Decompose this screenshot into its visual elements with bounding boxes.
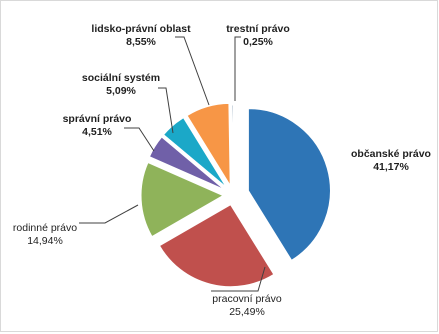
slice-value-spravni: 4,51% bbox=[82, 126, 112, 138]
pie-slice-trestni bbox=[231, 104, 234, 188]
pie-slice-pracovni bbox=[158, 204, 275, 288]
leader-line-spravni bbox=[124, 127, 155, 152]
data-label-pracovni: pracovní právo 25,49% bbox=[212, 293, 282, 318]
data-label-lidsko: lidsko-právní oblast 8,55% bbox=[91, 23, 191, 48]
data-label-trestni: trestní právo 0,25% bbox=[226, 23, 290, 48]
slice-name-obcanske: občanské právo bbox=[351, 148, 431, 160]
pie-slice-lidsko bbox=[186, 102, 231, 188]
slice-name-spravni: správní právo bbox=[63, 113, 132, 125]
leader-line-lidsko bbox=[175, 36, 210, 106]
data-label-socialni: sociální systém 5,09% bbox=[82, 72, 160, 97]
slice-value-pracovni: 25,49% bbox=[229, 306, 265, 318]
pie-slice-obcanske bbox=[247, 108, 331, 262]
data-label-obcanske: občanské právo 41,17% bbox=[351, 148, 431, 173]
slice-name-lidsko: lidsko-právní oblast bbox=[91, 23, 191, 35]
slice-value-obcanske: 41,17% bbox=[373, 161, 409, 173]
leader-line-rodinne bbox=[79, 204, 139, 224]
slice-name-trestni: trestní právo bbox=[226, 23, 290, 35]
slice-value-rodinne: 14,94% bbox=[27, 235, 63, 247]
slice-value-trestni: 0,25% bbox=[243, 36, 273, 48]
slice-value-lidsko: 8,55% bbox=[126, 36, 156, 48]
slice-name-pracovni: pracovní právo bbox=[212, 293, 282, 305]
slice-name-socialni: sociální systém bbox=[82, 72, 160, 84]
pie-slice-rodinne bbox=[140, 161, 225, 238]
pie-slice-socialni bbox=[162, 116, 227, 188]
slice-value-socialni: 5,09% bbox=[106, 85, 136, 97]
data-label-rodinne: rodinné právo 14,94% bbox=[13, 222, 77, 247]
leader-line-pracovni bbox=[211, 266, 266, 292]
leader-line-trestni bbox=[234, 36, 241, 101]
pie-slice-spravni bbox=[148, 136, 225, 191]
leader-line-socialni bbox=[158, 87, 174, 134]
slice-name-rodinne: rodinné právo bbox=[13, 222, 77, 234]
data-label-spravni: správní právo 4,51% bbox=[63, 113, 132, 138]
